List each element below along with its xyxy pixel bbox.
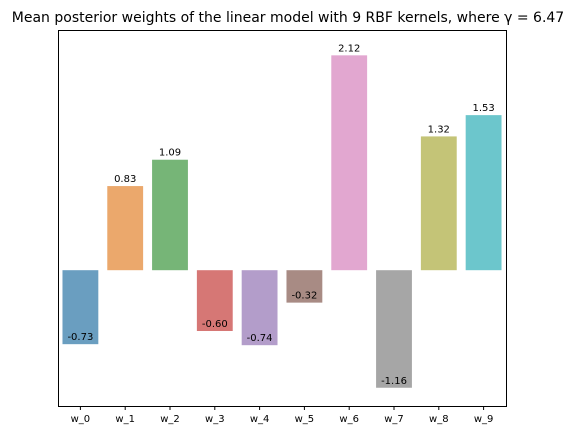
data-labels-group: -0.73 0.83 1.09 -0.60 -0.74 -0.32 2.12 -1.16 1.3… [67,43,494,386]
data-label-w_0: -0.73 [67,332,93,343]
x-tick-label-w_6: w_6 [339,414,359,425]
x-tick-label-w_1: w_1 [115,414,135,425]
data-label-w_6: 2.12 [338,43,360,54]
data-label-w_1: 0.83 [114,174,136,185]
bar-w_6 [331,55,368,271]
bar-w_3 [196,270,233,332]
x-tick-label-w_9: w_9 [474,414,494,425]
x-tick-label-w_5: w_5 [295,414,315,425]
bar-w_9 [465,115,502,271]
x-tick-label-w_4: w_4 [250,414,270,425]
chart-title: Mean posterior weights of the linear mod… [12,10,564,26]
bars-group [62,55,502,388]
bar-w_1 [107,186,144,271]
data-label-w_9: 1.53 [472,103,494,114]
x-tick-label-w_7: w_7 [384,414,404,425]
data-label-w_2: 1.09 [159,148,181,159]
bar-w_4 [241,270,278,346]
x-axis-ticks: w_0 w_1 w_2 w_3 w_4 w_5 w_6 w_7 w_8 w_9 [71,406,494,425]
bar-w_5 [286,270,323,303]
x-tick-label-w_8: w_8 [429,414,449,425]
x-tick-label-w_2: w_2 [160,414,180,425]
bar-w_0 [62,270,99,345]
data-label-w_3: -0.60 [202,319,228,330]
bar-w_7 [376,270,412,388]
data-label-w_7: -1.16 [381,376,407,387]
plot-frame [58,30,507,407]
data-label-w_8: 1.32 [428,124,450,135]
x-tick-label-w_0: w_0 [71,414,91,425]
data-label-w_5: -0.32 [291,291,317,302]
x-tick-label-w_3: w_3 [205,414,225,425]
bar-w_2 [152,159,188,271]
data-label-w_4: -0.74 [247,333,273,344]
bar-w_8 [420,136,457,271]
